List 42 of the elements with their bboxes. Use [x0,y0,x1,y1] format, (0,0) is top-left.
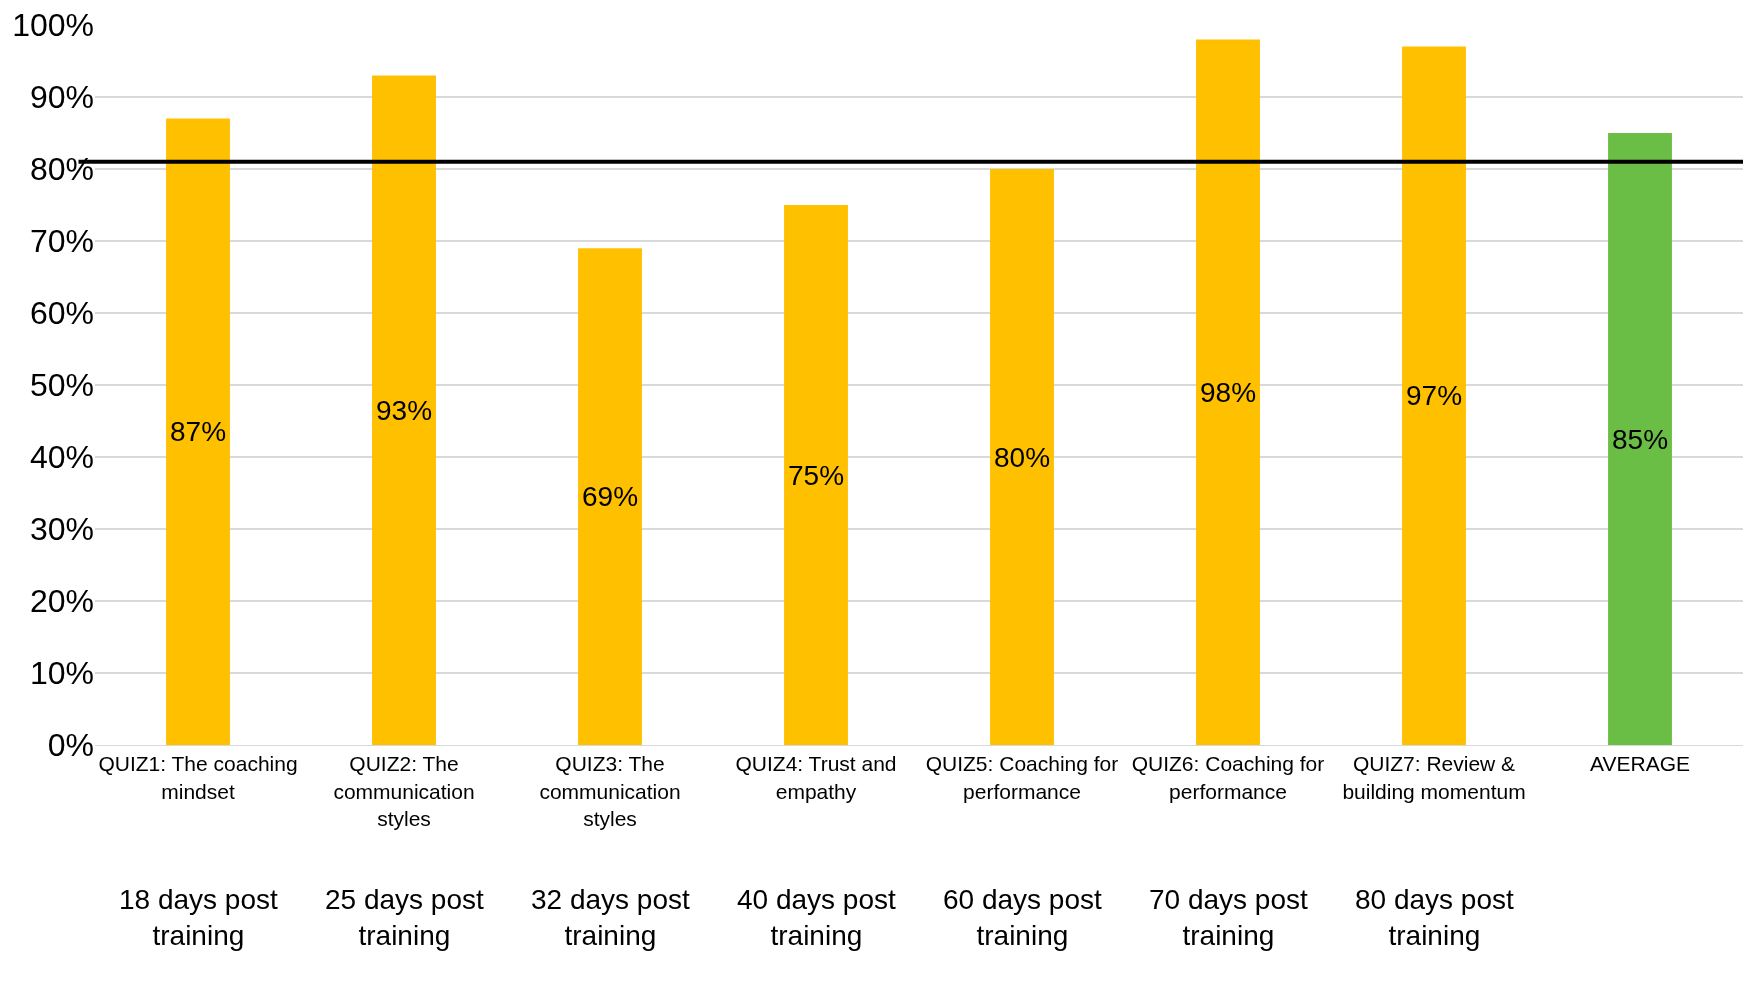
y-tick-label: 90% [29,79,94,116]
x-tick-label: QUIZ4: Trust and empathy [735,752,897,803]
text: 60 days post training [943,884,1102,952]
bar [990,169,1054,745]
bar [784,205,848,745]
data-label: 75% [787,459,845,491]
bar [166,118,230,745]
text: 25 days post training [325,884,484,952]
text: 70 days post training [1149,884,1308,952]
y-tick-label: 70% [29,223,94,260]
data-label: 85% [1611,423,1669,455]
y-tick-label: 0% [47,727,94,764]
bar [1402,46,1466,745]
data-label: 87% [169,416,227,448]
y-tick-label: 50% [29,367,94,404]
data-label: 80% [993,441,1051,473]
text: 32 days post training [531,884,690,952]
y-tick-label: 30% [29,511,94,548]
bar [1608,133,1672,745]
data-label: 97% [1405,380,1463,412]
text: 40 days post training [737,884,896,952]
x-tick-label: QUIZ1: The coaching mindset [98,752,298,803]
x-tick-label: AVERAGE [1590,752,1690,776]
x-tick-label: QUIZ5: Coaching for performance [925,752,1119,803]
bar [578,248,642,745]
x-tick-label: QUIZ6: Coaching for performance [1131,752,1325,803]
data-label: 93% [375,394,433,426]
y-tick-label: 20% [29,583,94,620]
x-tick-label: QUIZ2: The communication styles [333,752,475,830]
y-tick-label: 10% [29,655,94,692]
x-tick-label: QUIZ3: The communication styles [539,752,681,830]
y-tick-label: 40% [29,439,94,476]
bar [372,75,436,745]
text: 18 days post training [119,884,278,952]
y-tick-label: 100% [12,7,94,44]
data-label: 69% [581,481,639,513]
y-tick-label: 60% [29,295,94,332]
x-tick-label: QUIZ7: Review & building momentum [1342,752,1526,803]
bar [1196,39,1260,745]
data-label: 98% [1199,376,1257,408]
y-tick-label: 80% [29,151,94,188]
text: 80 days post training [1355,884,1514,952]
